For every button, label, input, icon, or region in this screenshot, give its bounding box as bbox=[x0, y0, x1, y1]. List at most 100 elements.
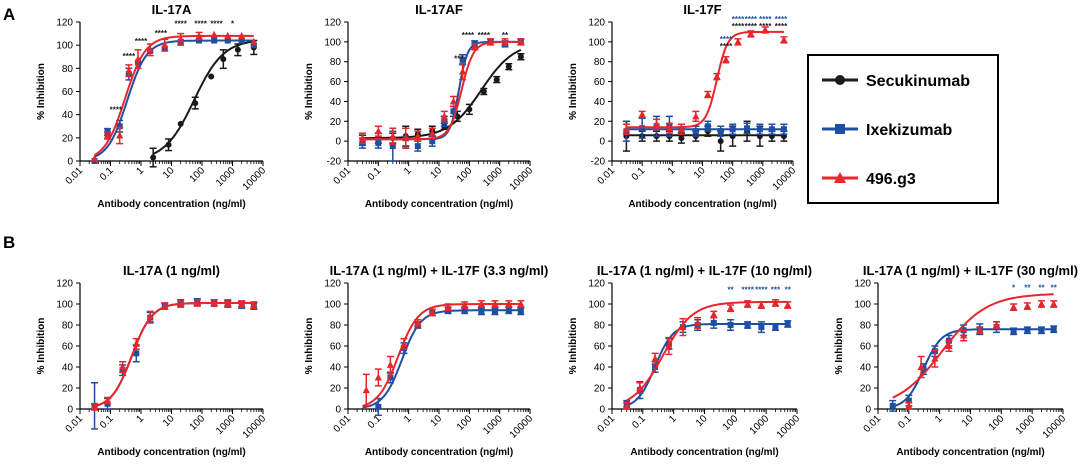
data-point bbox=[722, 55, 730, 63]
x-tick-label: 100 bbox=[718, 165, 738, 185]
data-point bbox=[768, 126, 775, 133]
x-tick-label: 10000 bbox=[775, 413, 803, 441]
data-point bbox=[486, 37, 495, 45]
data-point bbox=[679, 323, 687, 331]
y-tick-label: -20 bbox=[327, 157, 342, 168]
significance-marker: **** bbox=[478, 31, 491, 40]
legend-entry-496g3: 496.g3 bbox=[822, 171, 916, 188]
data-point bbox=[374, 373, 382, 381]
x-tick-label: 100 bbox=[455, 413, 475, 433]
x-tick-label: 10 bbox=[960, 413, 976, 429]
y-tick-label: 0 bbox=[865, 405, 871, 416]
series-ixekizumab bbox=[362, 306, 525, 417]
y-tick-label: 120 bbox=[324, 18, 341, 29]
y-tick-label: 80 bbox=[860, 321, 872, 332]
data-point bbox=[744, 125, 751, 132]
x-tick-label: 0.1 bbox=[98, 413, 116, 431]
chart-a3: IL-17F -20 0 20 40 60 80 100 120 % Inhibition 0.01… bbox=[568, 2, 798, 210]
legend-entry-ixekizumab: Ixekizumab bbox=[822, 122, 952, 139]
x-tick-label: 100 bbox=[188, 165, 208, 185]
data-point bbox=[501, 37, 509, 45]
data-point bbox=[103, 396, 112, 404]
fit-curve bbox=[362, 40, 521, 141]
y-tick-label: 20 bbox=[62, 384, 74, 395]
data-point bbox=[146, 45, 154, 53]
data-point bbox=[238, 300, 246, 307]
y-tick-label: 0 bbox=[335, 405, 341, 416]
data-point bbox=[224, 37, 231, 44]
y-tick-label: 80 bbox=[330, 57, 342, 68]
y-tick-label: 0 bbox=[67, 405, 73, 416]
x-tick-label: 1000 bbox=[214, 165, 238, 189]
significance-marker: *** bbox=[771, 285, 781, 294]
fit-curve bbox=[152, 40, 254, 155]
data-point bbox=[466, 106, 473, 113]
y-tick-label: 20 bbox=[62, 133, 74, 144]
data-point bbox=[678, 135, 685, 142]
data-point bbox=[478, 308, 485, 315]
y-tick-label: 120 bbox=[854, 279, 871, 290]
y-axis-label: % Inhibition bbox=[36, 318, 47, 375]
y-axis-label: % Inhibition bbox=[304, 63, 315, 120]
fit-curve bbox=[362, 309, 521, 409]
series-secukinumab bbox=[149, 39, 258, 168]
x-tick-label: 1 bbox=[933, 413, 945, 425]
x-tick-label: 100 bbox=[721, 413, 741, 433]
x-tick-label: 1000 bbox=[748, 413, 772, 437]
x-axis-label: Antibody concentration (ng/ml) bbox=[97, 199, 245, 210]
significance-marker: * bbox=[1012, 283, 1016, 292]
data-point bbox=[195, 31, 203, 39]
data-point bbox=[459, 56, 466, 63]
chart-b2: IL-17A (1 ng/ml) + IL-17F (3.3 ng/ml) 0 20… bbox=[304, 263, 548, 458]
y-axis-label: % Inhibition bbox=[36, 63, 47, 120]
x-axis-label: Antibody concentration (ng/ml) bbox=[365, 199, 513, 210]
x-axis-label: Antibody concentration (ng/ml) bbox=[97, 447, 245, 458]
x-axis-label: Antibody concentration (ng/ml) bbox=[630, 447, 778, 458]
data-point bbox=[771, 298, 780, 306]
y-tick-label: 40 bbox=[62, 363, 74, 374]
data-point bbox=[639, 125, 646, 132]
significance-marker: **** bbox=[732, 22, 745, 31]
chart-b3: IL-17A (1 ng/ml) + IL-17F (10 ng/ml) 0 20 4… bbox=[568, 263, 812, 458]
y-tick-label: 0 bbox=[599, 137, 605, 148]
significance-marker: **** bbox=[759, 15, 772, 24]
fit-curve bbox=[626, 300, 788, 402]
x-tick-label: 1000 bbox=[481, 165, 505, 189]
data-point bbox=[623, 401, 631, 409]
data-point bbox=[362, 386, 370, 394]
data-point bbox=[517, 308, 524, 315]
data-point bbox=[146, 312, 154, 320]
y-axis-label: % Inhibition bbox=[834, 318, 845, 375]
data-point bbox=[429, 138, 436, 145]
y-tick-label: 20 bbox=[330, 384, 342, 395]
data-point bbox=[756, 126, 763, 133]
y-axis-label: % Inhibition bbox=[304, 318, 315, 375]
data-point bbox=[238, 37, 245, 44]
data-point bbox=[444, 303, 452, 311]
x-tick-label: 1000 bbox=[744, 165, 768, 189]
fit-curve bbox=[892, 328, 1054, 408]
legend-marker-secukinumab bbox=[835, 75, 845, 85]
x-axis-label: Antibody concentration (ng/ml) bbox=[628, 199, 776, 210]
y-tick-label: 100 bbox=[854, 300, 871, 311]
significance-marker: **** bbox=[720, 42, 733, 51]
chart-title: IL-17F bbox=[683, 2, 721, 17]
x-tick-label: 10000 bbox=[241, 165, 269, 193]
fit-curve bbox=[94, 39, 254, 158]
data-point bbox=[375, 140, 382, 147]
data-point bbox=[150, 154, 157, 161]
y-tick-label: 0 bbox=[67, 157, 73, 168]
x-tick-label: 1 bbox=[667, 413, 679, 425]
significance-marker: **** bbox=[775, 22, 788, 31]
data-point bbox=[210, 30, 218, 38]
x-tick-label: 0.1 bbox=[98, 165, 116, 183]
data-point bbox=[652, 120, 661, 128]
data-point bbox=[386, 360, 395, 368]
significance-marker: *** bbox=[454, 55, 464, 64]
data-point bbox=[414, 318, 422, 326]
data-point bbox=[428, 308, 436, 316]
series-496-g3 bbox=[90, 298, 258, 411]
data-point bbox=[196, 37, 203, 44]
data-point bbox=[491, 300, 499, 307]
data-point bbox=[208, 73, 215, 80]
